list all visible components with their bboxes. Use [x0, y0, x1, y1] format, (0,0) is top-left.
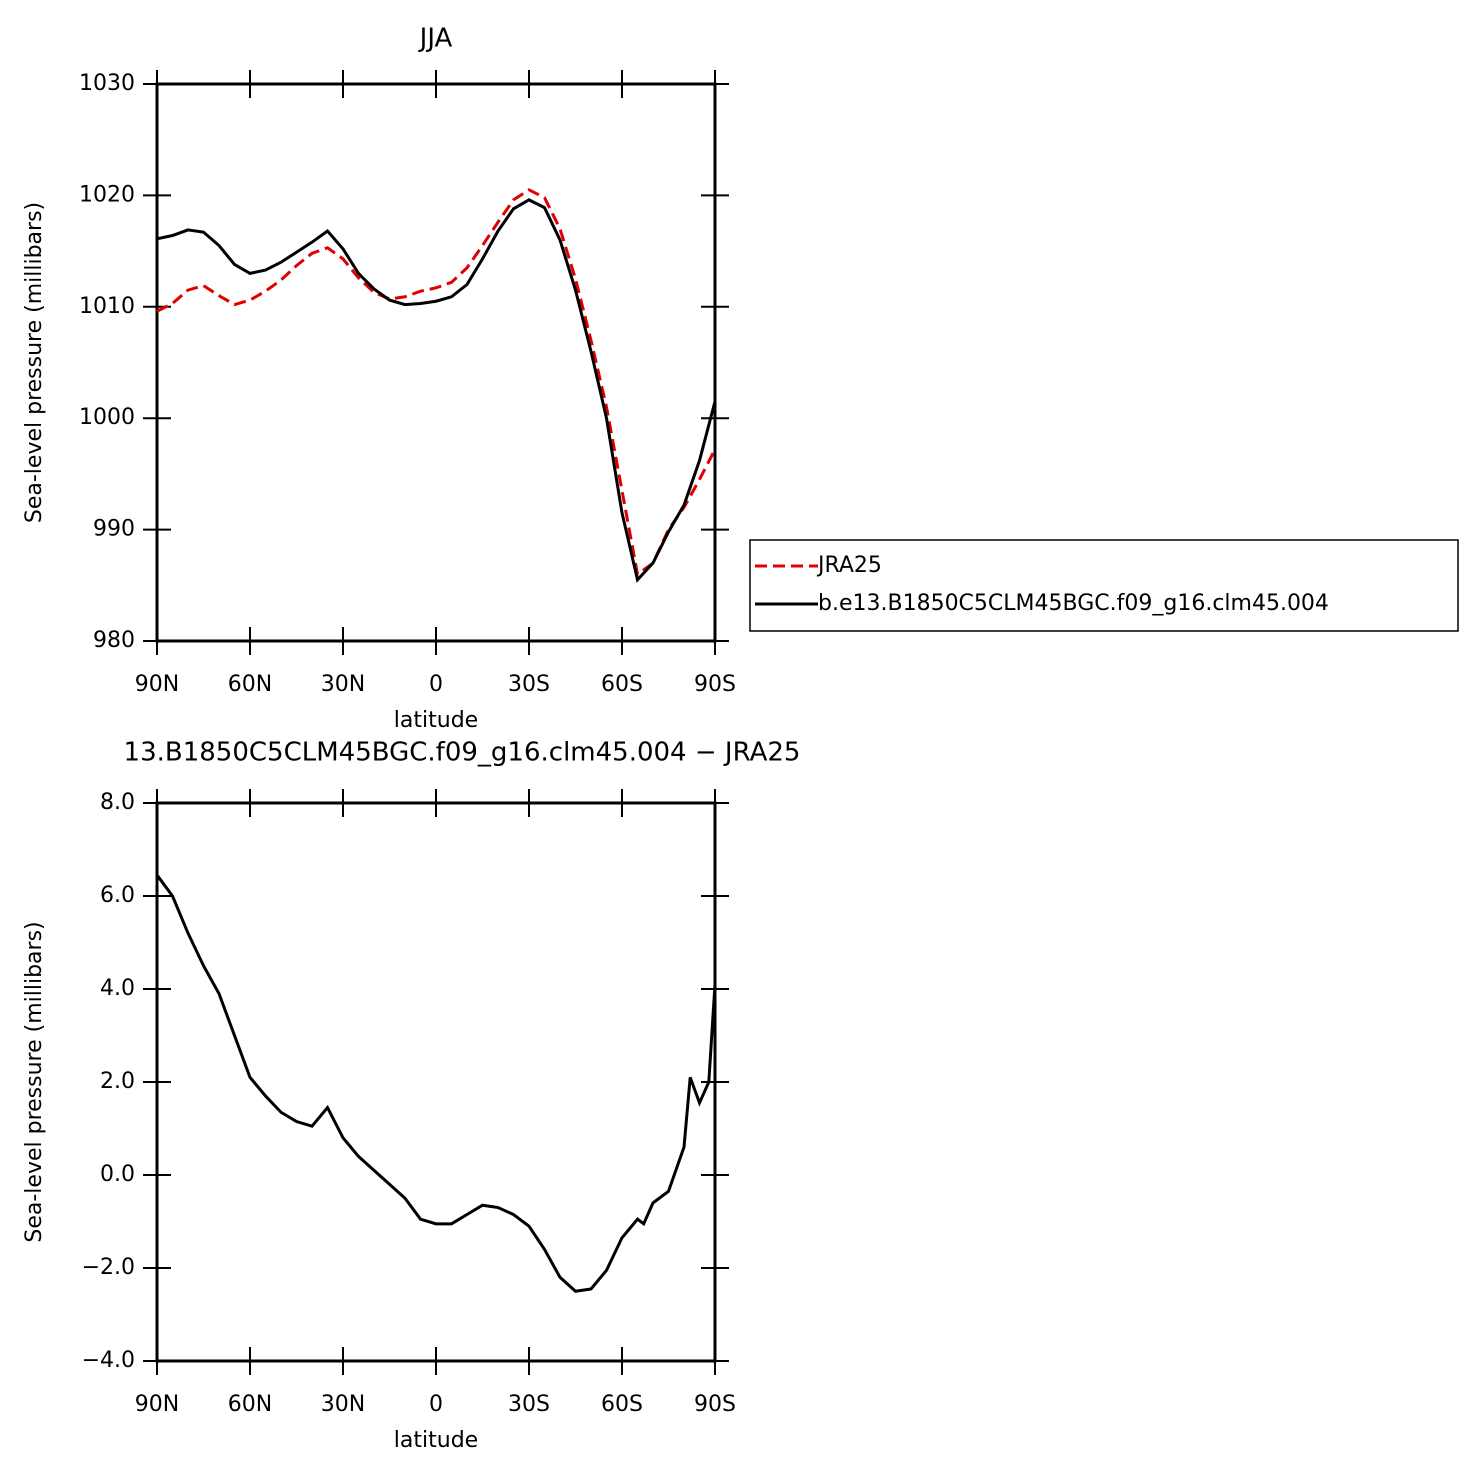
legend-label: JRA25 [816, 553, 882, 578]
y-tick-label: 8.0 [100, 790, 135, 815]
x-tick-label: 0 [429, 1392, 443, 1417]
y-tick-label: 1020 [79, 182, 135, 207]
y-tick-label: 6.0 [100, 883, 135, 908]
series-line [155, 874, 717, 1293]
legend-box [749, 539, 1459, 632]
x-tick-label: 60N [228, 672, 272, 697]
x-tick-label: 30S [508, 672, 550, 697]
y-tick-label: 4.0 [100, 976, 135, 1001]
y-axis-label: Sea-level pressure (millibars) [22, 921, 47, 1242]
x-tick-label: 0 [429, 672, 443, 697]
y-tick-label: 1030 [79, 71, 135, 96]
y-tick-label: 2.0 [100, 1069, 135, 1094]
chart-title: 13.B1850C5CLM45BGC.f09_g16.clm45.004 − J… [124, 738, 801, 768]
series-line [156, 188, 717, 577]
x-tick-label: 60S [601, 672, 643, 697]
y-tick-label: 0.0 [100, 1162, 135, 1187]
y-tick-label: −4.0 [82, 1348, 135, 1373]
x-tick-label: 60S [601, 1392, 643, 1417]
x-tick-label: 90N [135, 1392, 179, 1417]
y-tick-label: 980 [93, 628, 135, 653]
x-tick-label: 90S [694, 1392, 736, 1417]
y-tick-label: −2.0 [82, 1255, 135, 1280]
chart-title: JJA [418, 24, 453, 54]
x-axis-label: latitude [394, 1428, 478, 1453]
x-tick-label: 90S [694, 672, 736, 697]
plot-frame [155, 801, 717, 1363]
y-tick-label: 1000 [79, 405, 135, 430]
legend-label: b.e13.B1850C5CLM45BGC.f09_g16.clm45.004 [818, 591, 1329, 616]
series-line [156, 198, 717, 583]
x-axis-label: latitude [394, 708, 478, 733]
x-tick-label: 60N [228, 1392, 272, 1417]
y-axis-label: Sea-level pressure (millibars) [22, 202, 47, 523]
x-tick-label: 90N [135, 672, 179, 697]
y-tick-label: 990 [93, 517, 135, 542]
x-tick-label: 30N [321, 1392, 365, 1417]
y-tick-label: 1010 [79, 294, 135, 319]
x-tick-label: 30S [508, 1392, 550, 1417]
x-tick-label: 30N [321, 672, 365, 697]
